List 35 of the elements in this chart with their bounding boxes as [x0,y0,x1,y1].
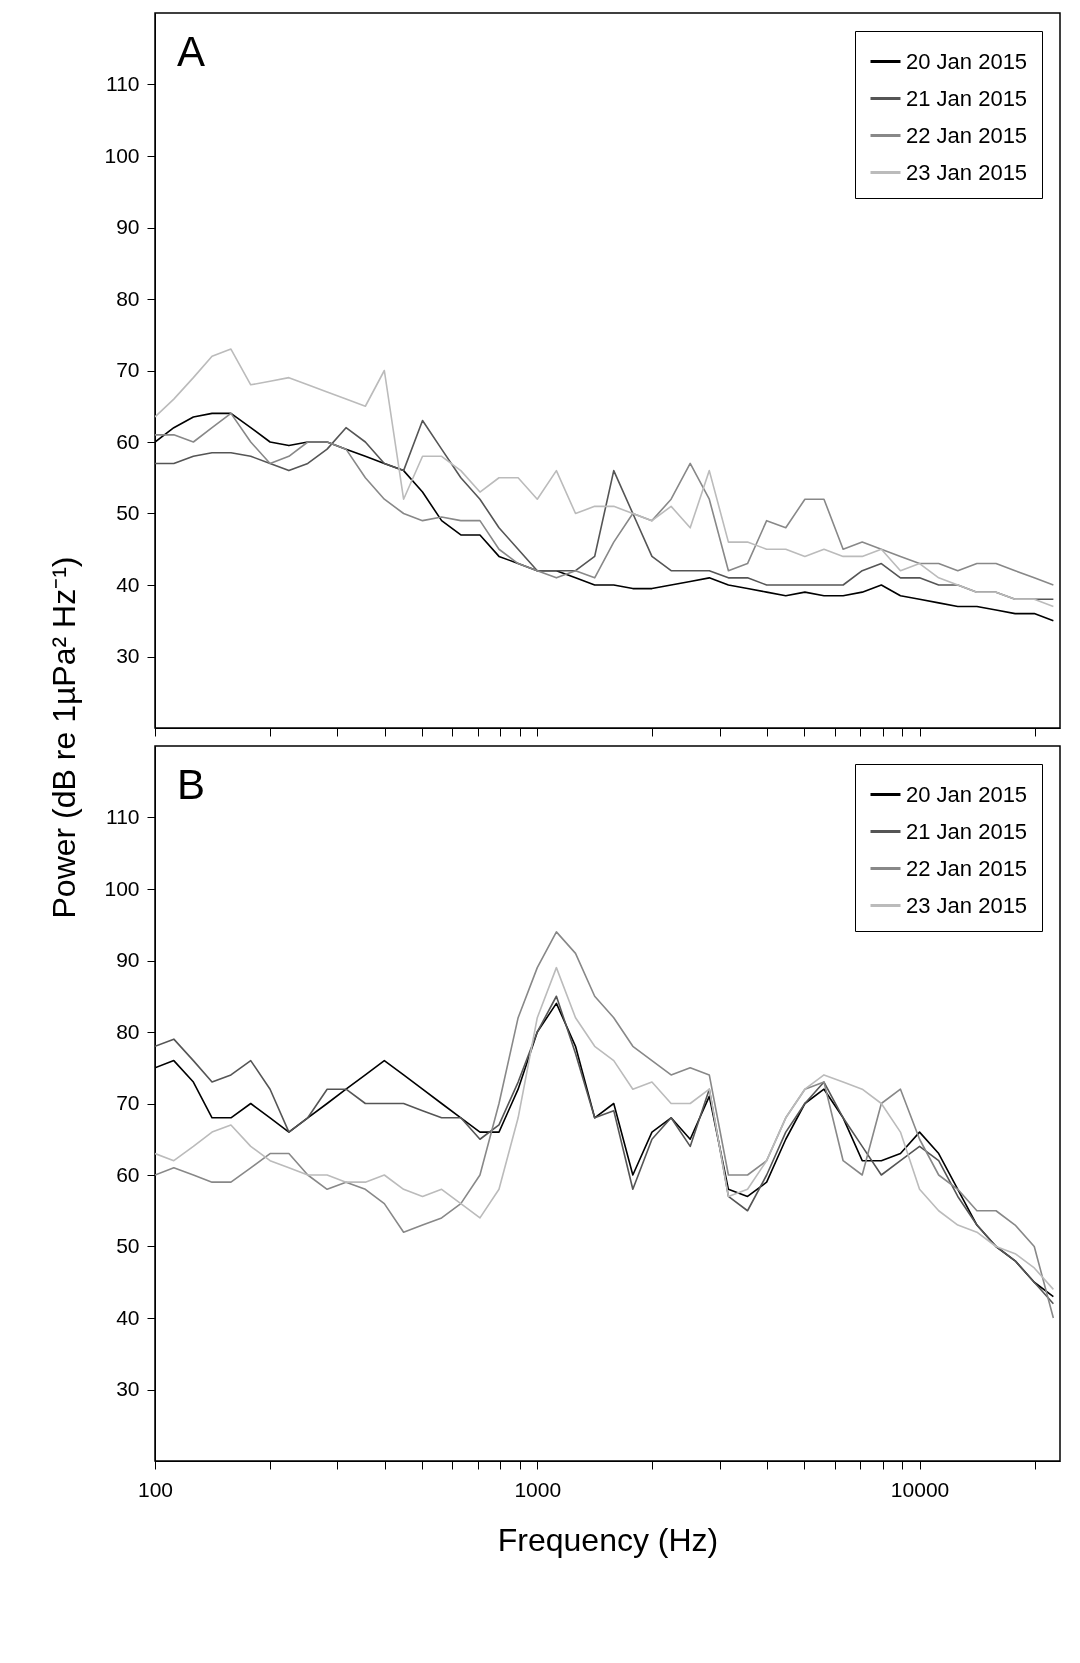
y-tick-label: 80 [116,1019,140,1043]
legend-label: 20 Jan 2015 [906,781,1028,807]
y-tick-label: 50 [116,501,140,524]
chart-title: A [177,28,206,75]
legend-label: 22 Jan 2015 [906,122,1028,148]
chart-title: B [177,761,206,808]
line-series [155,931,1055,1319]
y-tick-label: 100 [104,876,140,900]
y-tick-label: 100 [104,143,140,167]
y-tick-label: 60 [116,429,140,453]
y-tick-label: 90 [116,215,140,238]
y-tick-label: 80 [116,286,140,310]
legend-label: 23 Jan 2015 [906,159,1028,185]
legend-label: 20 Jan 2015 [906,48,1028,74]
y-tick-label: 30 [116,1377,140,1400]
x-axis-title: Frequency (Hz) [497,1521,719,1558]
y-tick-label: 110 [106,805,140,828]
y-tick-label: 40 [116,572,140,596]
y-tick-label: 70 [116,1091,140,1114]
x-tick-label: 1000 [514,1477,562,1501]
y-tick-label: 50 [116,1234,140,1257]
x-tick-label: 10000 [890,1477,950,1501]
y-tick-label: 110 [106,72,140,95]
legend-label: 21 Jan 2015 [906,85,1028,111]
y-tick-label: 30 [116,644,140,667]
y-tick-label: 60 [116,1162,140,1186]
x-tick-label: 100 [137,1477,174,1501]
legend-label: 23 Jan 2015 [906,892,1028,918]
y-tick-label: 90 [116,948,140,971]
line-series [155,348,1055,608]
y-axis-title: Power (dB re 1µPa² Hz⁻¹) [46,556,83,919]
legend-label: 21 Jan 2015 [906,818,1028,844]
y-tick-label: 70 [116,358,140,381]
y-tick-label: 40 [116,1305,140,1329]
legend-label: 22 Jan 2015 [906,855,1028,881]
